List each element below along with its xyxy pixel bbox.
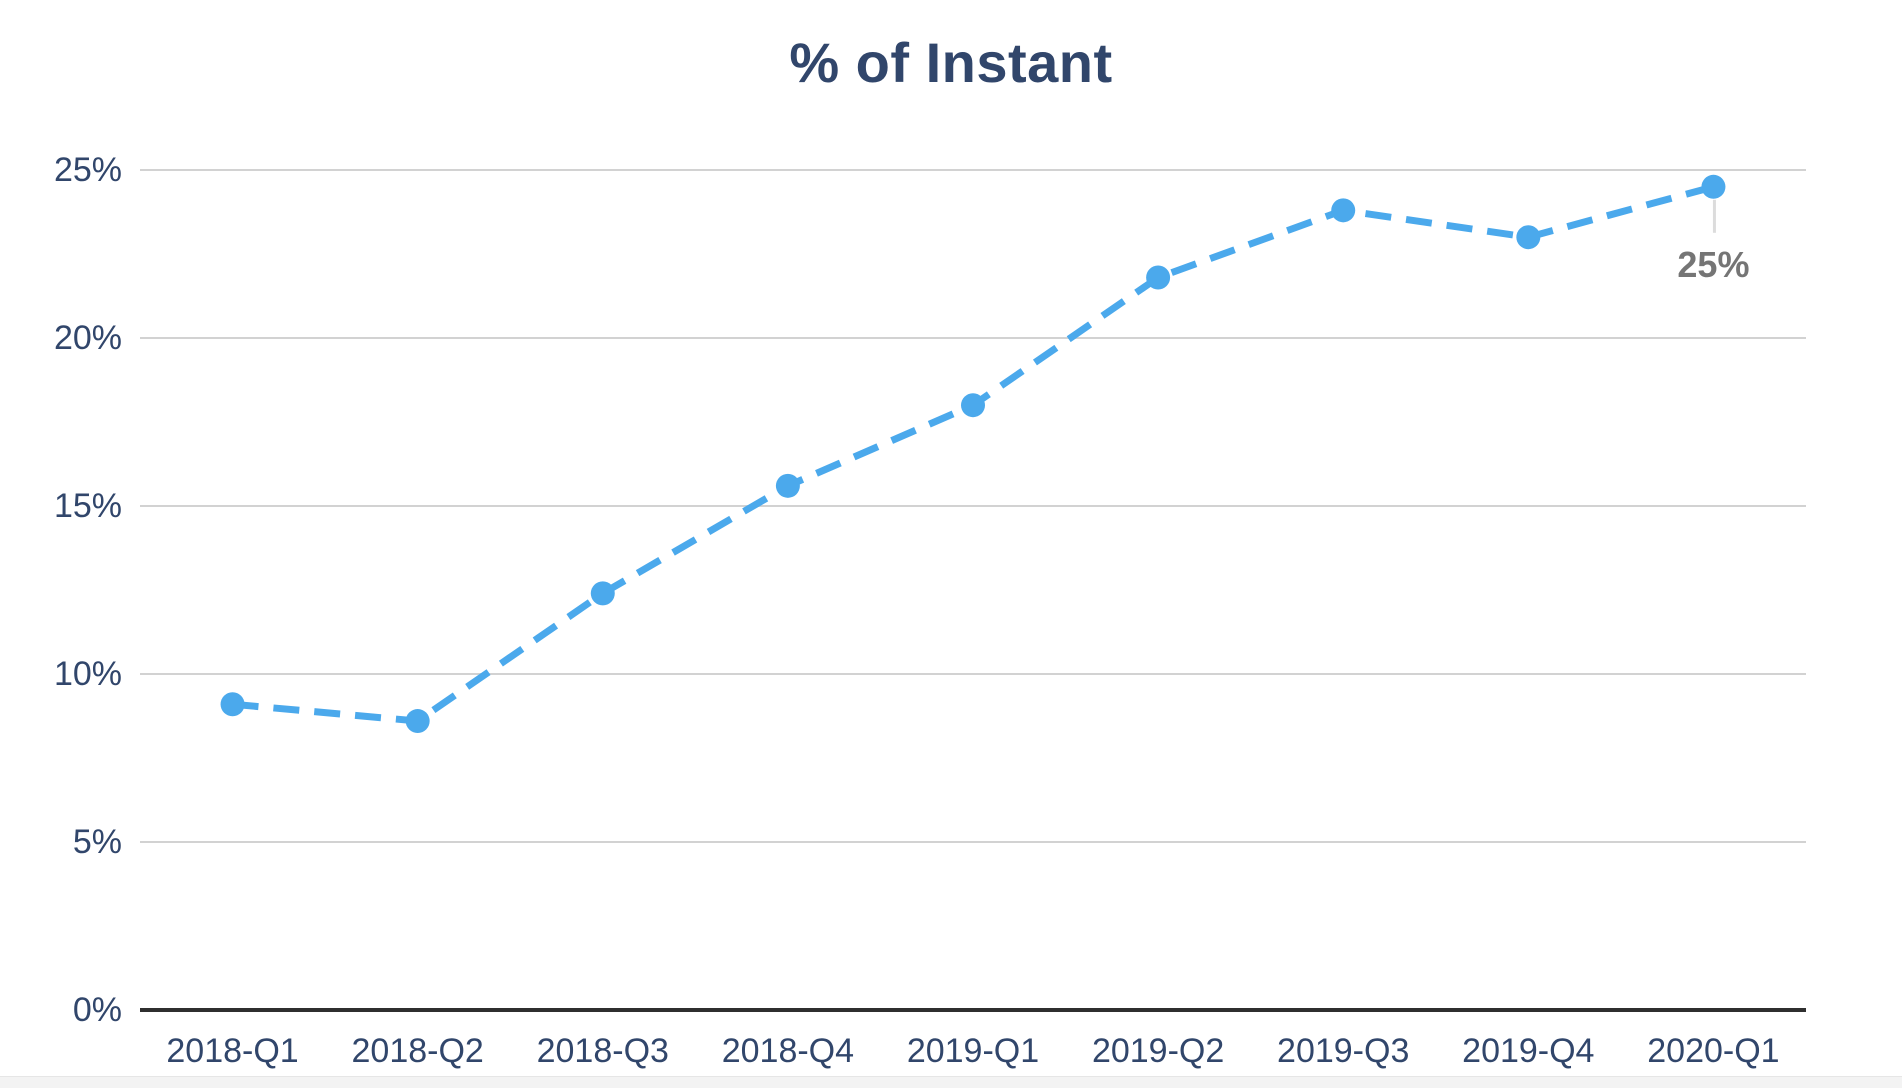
data-point-marker[interactable] — [775, 473, 800, 498]
data-point-marker[interactable] — [220, 692, 245, 717]
x-axis-label: 2018-Q1 — [166, 1032, 298, 1070]
x-axis-label: 2018-Q4 — [722, 1032, 854, 1070]
data-point-marker[interactable] — [1146, 265, 1171, 290]
y-axis-tick-label: 0% — [73, 991, 122, 1029]
data-point-marker[interactable] — [1701, 174, 1726, 199]
y-axis-tick-label: 25% — [54, 151, 122, 189]
trend-line — [232, 183, 1715, 725]
x-axis-label: 2019-Q2 — [1092, 1032, 1224, 1070]
data-point-marker[interactable] — [961, 393, 985, 418]
x-axis-label: 2020-Q1 — [1647, 1032, 1779, 1070]
data-point-marker[interactable] — [590, 581, 615, 606]
y-axis-tick-label: 20% — [54, 319, 122, 357]
data-point-marker[interactable] — [1331, 198, 1356, 223]
y-axis-tick-label: 5% — [73, 823, 122, 861]
data-point-marker[interactable] — [405, 709, 430, 734]
x-axis-label: 2018-Q2 — [352, 1032, 484, 1070]
x-axis-label: 2018-Q3 — [537, 1032, 669, 1070]
y-axis-tick-label: 15% — [54, 487, 122, 525]
x-axis-label: 2019-Q3 — [1277, 1032, 1409, 1070]
y-axis-tick-label: 10% — [54, 655, 122, 693]
data-label: 25% — [1677, 244, 1749, 285]
data-point-marker[interactable] — [1516, 225, 1541, 250]
bottom-edge-strip — [0, 1076, 1902, 1088]
x-axis-label: 2019-Q4 — [1462, 1032, 1594, 1070]
chart-title: % of Instant — [789, 31, 1113, 94]
x-axis-label: 2019-Q1 — [907, 1032, 1039, 1070]
